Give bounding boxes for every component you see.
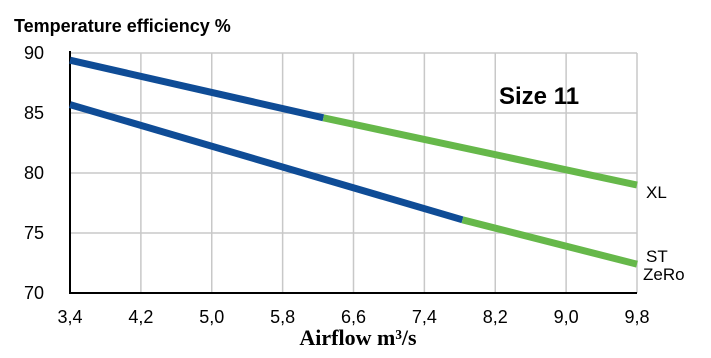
y-tick-label: 70 [24, 283, 44, 303]
x-tick-label: 3,4 [57, 307, 82, 327]
x-axis-label: Airflow m³/s [299, 325, 417, 350]
grid [70, 52, 638, 293]
x-tick-label: 4,2 [128, 307, 153, 327]
series-st-segment-2 [461, 216, 638, 268]
x-tick-label: 7,4 [412, 307, 437, 327]
series-label-st: ST [646, 247, 668, 266]
x-tick-label: 6,6 [341, 307, 366, 327]
series-lines [69, 56, 638, 268]
x-tick-label: 9,8 [624, 307, 649, 327]
series-label-zero: ZeRo [643, 265, 685, 284]
y-tick-label: 85 [24, 103, 44, 123]
x-tick-label: 5,0 [199, 307, 224, 327]
labels: 3,4 4,2 5,0 5,8 6,6 7,4 8,2 9,0 9,8 90 85 80 75 70 XL S… [24, 43, 685, 327]
series-xl-segment-2 [322, 114, 638, 189]
x-tick-label: 9,0 [554, 307, 579, 327]
series-st-segment-1 [69, 101, 464, 224]
axes [69, 51, 637, 294]
y-tick-label: 80 [24, 163, 44, 183]
y-tick-label: 90 [24, 43, 44, 63]
x-tick-label: 5,8 [270, 307, 295, 327]
y-tick-label: 75 [24, 223, 44, 243]
x-tick-label: 8,2 [483, 307, 508, 327]
series-xl-segment-1 [69, 56, 325, 122]
series-label-xl: XL [646, 183, 667, 202]
size-annotation: Size 11 [499, 83, 579, 110]
chart-title: Temperature efficiency % [14, 16, 231, 36]
